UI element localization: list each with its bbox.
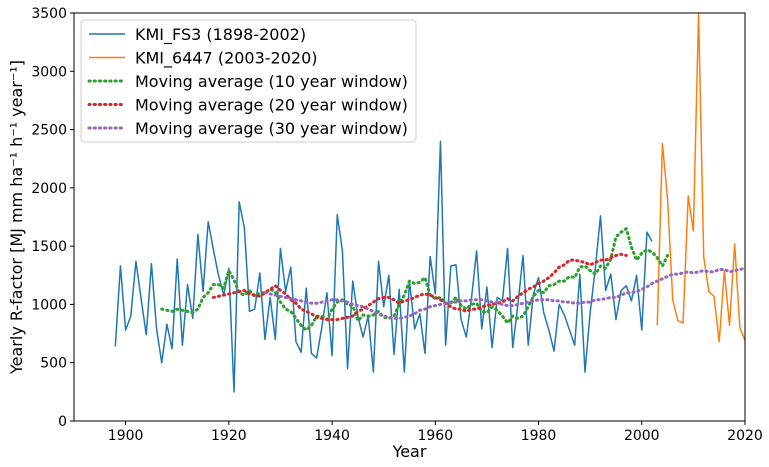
x-tick-label: 1980: [521, 428, 557, 444]
series-line-4: [263, 266, 745, 320]
x-tick-label: 2000: [624, 428, 660, 444]
y-tick-label: 1500: [31, 239, 67, 255]
plot-frame: [73, 12, 746, 422]
x-tick-label: 1920: [211, 428, 247, 444]
x-axis: 1900 1920 1940 1960 1980 2000 2020: [108, 421, 763, 444]
series-line-0: [114, 140, 653, 393]
y-tick-label: 500: [40, 356, 67, 372]
y-axis: 0 500 1000 1500 2000 2500 3000 3500: [31, 6, 74, 430]
y-axis-title: Yearly R-factor [MJ mm ha⁻¹ h⁻¹ year⁻¹]: [7, 60, 26, 375]
x-tick-label: 1940: [314, 428, 350, 444]
y-tick-label: 0: [58, 414, 67, 430]
x-tick-label: 1960: [417, 428, 453, 444]
y-tick-label: 2500: [31, 123, 67, 139]
legend-label-4: Moving average (30 year window): [135, 119, 408, 138]
legend-box: [80, 19, 417, 143]
y-tick-label: 3500: [31, 6, 67, 22]
series-line-2: [160, 227, 670, 332]
y-tick-label: 2000: [31, 181, 67, 197]
legend-label-3: Moving average (20 year window): [135, 96, 408, 115]
legend: KMI_FS3 (1898-2002) KMI_6447 (2003-2020) M…: [80, 19, 417, 143]
y-tick-label: 3000: [31, 64, 67, 80]
series-line-1: [656, 13, 745, 343]
series-line-3: [211, 252, 628, 322]
x-tick-label: 1900: [108, 428, 144, 444]
legend-label-2: Moving average (10 year window): [135, 72, 408, 91]
x-axis-title: Year: [392, 442, 427, 461]
series-layer: [114, 13, 745, 393]
y-tick-label: 1000: [31, 297, 67, 313]
legend-label-0: KMI_FS3 (1898-2002): [135, 25, 306, 45]
legend-label-1: KMI_6447 (2003-2020): [135, 49, 318, 69]
x-tick-label: 2020: [727, 428, 763, 444]
